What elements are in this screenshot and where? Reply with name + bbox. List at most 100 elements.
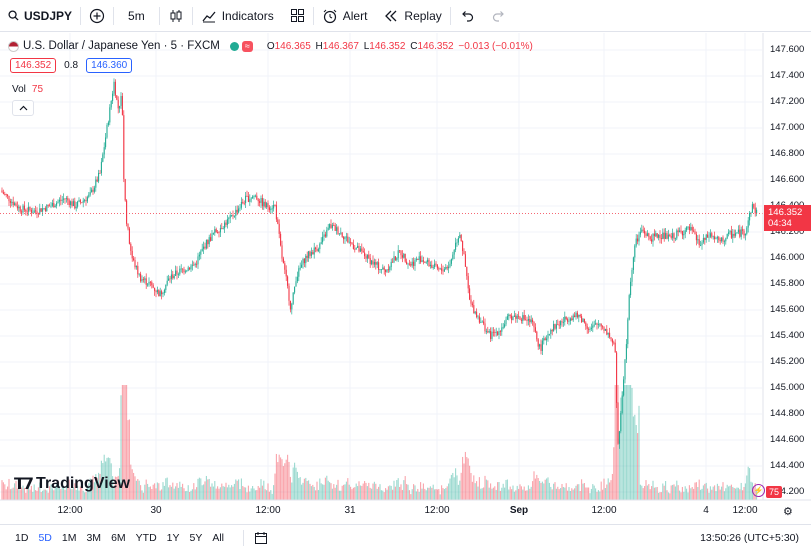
candle-body [512,316,514,321]
candle-body [674,238,676,240]
candle-body [310,252,312,256]
candle-body [485,331,487,333]
volume-bar [75,489,77,500]
price-axis-label: 144.200 [770,486,805,497]
candle-body [473,305,475,314]
volume-bar [77,485,79,500]
candle-body [548,333,550,335]
candle-body [414,259,416,266]
volume-bar [407,484,409,500]
data-badge[interactable]: ≈ [241,40,253,52]
candle-body [1,190,3,193]
volume-bar [646,485,648,500]
volume-bar [637,433,639,500]
tradingview-logo[interactable]: 𝗧𝟳 TradingView [14,474,130,494]
candle-body [264,201,266,208]
range-button-3m[interactable]: 3M [86,531,102,544]
volume-bar [585,487,587,500]
candle-body [191,264,193,266]
volume-bar [322,484,324,500]
range-button-1y[interactable]: 1Y [166,531,180,544]
symbol-search-button[interactable]: USDJPY [0,0,80,32]
candle-body [277,219,279,224]
volume-bar [484,475,486,500]
volume-bar [625,385,627,500]
volume-bar [142,492,144,500]
volume-bar [700,489,702,500]
volume-bar [693,488,695,500]
candle-body [11,201,13,203]
undo-button[interactable] [451,0,483,32]
candle-body [9,201,11,203]
price-chart[interactable] [0,33,811,521]
alert-button[interactable]: Alert [314,0,376,32]
candle-body [422,260,424,262]
volume-bar [51,488,53,500]
date-range-button[interactable] [243,529,268,546]
range-button-all[interactable]: All [212,531,225,544]
redo-button[interactable] [483,0,515,32]
volume-bar [749,468,751,500]
volume-bar [285,459,287,500]
candle-body [165,284,167,290]
volume-bar [506,479,508,500]
candle-body [228,218,230,220]
volume-bar [362,483,364,500]
volume-bar [347,478,349,500]
candle-body [711,233,713,237]
volume-bar [565,483,567,500]
candle-body [120,96,122,106]
candle-body [281,245,283,259]
time-axis-label: 31 [344,505,356,516]
range-button-ytd[interactable]: YTD [135,531,157,544]
us-flag-icon [8,40,19,52]
volume-bar [65,485,67,500]
range-button-1d[interactable]: 1D [15,531,29,544]
range-button-5y[interactable]: 5Y [189,531,203,544]
volume-bar [551,489,553,500]
timezone-clock[interactable]: 13:50:26 (UTC+5:30) [700,532,799,544]
volume-bar [667,492,669,500]
candle-body [670,236,672,238]
sell-button[interactable]: 146.352 [10,58,57,73]
volume-bar [172,482,174,500]
interval-button[interactable]: 5m [114,0,159,32]
volume-bar [246,492,248,500]
chart-area[interactable] [0,33,811,521]
volume-bar [439,494,441,500]
volume-bar [309,483,311,500]
volume-bar [12,487,14,500]
candle-body [749,213,751,221]
volume-bar [383,492,385,500]
range-button-5d[interactable]: 5D [38,531,52,544]
candle-body [697,239,699,241]
volume-bar [603,478,605,500]
volume-bar [665,481,667,500]
candle-body [737,229,739,233]
candle-body [627,319,629,345]
volume-bar [488,487,490,500]
volume-bar [725,488,727,500]
candle-body [463,251,465,255]
candle-body [572,315,574,321]
volume-bar [739,489,741,500]
layouts-button[interactable] [282,0,313,32]
chart-type-button[interactable] [160,0,192,32]
volume-bar [707,488,709,500]
candle-body [646,233,648,236]
candle-body [257,199,259,202]
candle-body [324,234,326,237]
lightning-icon[interactable]: ⚡ [752,484,765,497]
candle-body [148,281,150,285]
volume-bar [610,480,612,500]
candle-body [292,292,294,304]
replay-button[interactable]: Replay [375,0,449,32]
buy-button[interactable]: 146.360 [86,58,133,73]
indicators-button[interactable]: Indicators [193,0,282,32]
compare-button[interactable] [81,0,113,32]
range-button-6m[interactable]: 6M [111,531,126,544]
collapse-legend-button[interactable] [12,100,34,116]
candle-body [218,232,220,234]
gear-icon[interactable]: ⚙ [783,506,793,518]
range-button-1m[interactable]: 1M [61,531,77,544]
